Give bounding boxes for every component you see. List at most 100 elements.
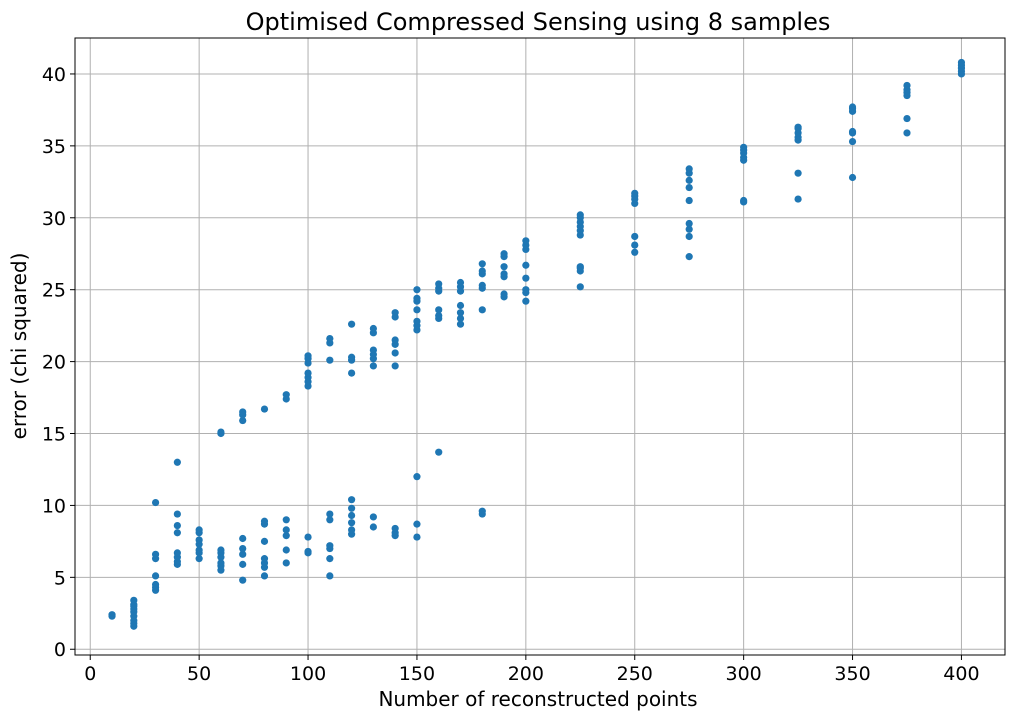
data-point (282, 559, 290, 567)
data-point (848, 103, 857, 111)
data-point (326, 555, 334, 563)
data-point (413, 473, 421, 481)
data-point (151, 580, 160, 589)
data-point (391, 524, 399, 533)
data-point (369, 513, 377, 521)
data-point (369, 346, 377, 354)
data-point (685, 225, 693, 233)
data-point (500, 250, 508, 258)
data-point (576, 263, 584, 271)
data-point (260, 537, 269, 545)
data-point (685, 183, 693, 192)
grid (75, 38, 1005, 655)
data-point (391, 336, 399, 344)
data-point (522, 237, 530, 245)
data-point (478, 281, 486, 289)
data-point (631, 189, 639, 197)
data-point (282, 391, 290, 399)
y-tick-label: 5 (54, 567, 66, 589)
data-point (348, 320, 356, 328)
data-point (326, 356, 334, 364)
data-point (685, 165, 693, 173)
data-point (631, 232, 639, 241)
data-point (740, 196, 748, 205)
data-point (151, 572, 160, 580)
data-point (304, 533, 312, 541)
data-point (685, 219, 693, 228)
data-point (631, 248, 639, 256)
data-point (478, 267, 486, 275)
data-point (522, 261, 530, 269)
data-point (151, 498, 160, 507)
y-tick-label: 25 (42, 280, 66, 302)
data-point (173, 521, 181, 530)
data-point (576, 211, 584, 219)
data-point (903, 81, 911, 90)
data-point (413, 286, 421, 294)
data-point (576, 283, 584, 291)
data-point (685, 253, 693, 261)
data-point (260, 555, 269, 563)
data-point (478, 260, 486, 268)
data-point (108, 611, 116, 619)
x-tick-label: 350 (834, 663, 870, 685)
data-point (173, 510, 181, 518)
data-point (348, 504, 356, 512)
data-point (260, 405, 269, 413)
data-point (326, 572, 334, 580)
x-axis-ticks: 0 50 100 150 200 250 300 350 400 (84, 655, 980, 685)
data-point (848, 137, 857, 146)
data-point (217, 559, 225, 567)
y-tick-label: 0 (54, 639, 66, 661)
data-point (740, 143, 748, 151)
data-point (260, 517, 269, 525)
x-axis-label: Number of reconstructed points (378, 687, 697, 711)
data-point (685, 232, 693, 241)
data-points (108, 58, 966, 630)
data-point (304, 352, 312, 360)
data-point (413, 520, 421, 528)
data-point (903, 129, 911, 137)
data-point (173, 458, 181, 466)
data-point (326, 542, 334, 550)
data-point (522, 297, 530, 305)
data-point (685, 196, 693, 205)
x-tick-label: 400 (943, 663, 979, 685)
chart-title: Optimised Compressed Sensing using 8 sam… (246, 8, 831, 36)
data-point (794, 195, 802, 203)
data-point (435, 311, 443, 320)
data-point (413, 317, 421, 325)
data-point (304, 547, 312, 556)
data-point (391, 309, 399, 317)
data-point (391, 362, 399, 370)
data-point (456, 278, 465, 287)
data-point (348, 496, 356, 504)
data-point (239, 544, 247, 553)
data-point (282, 532, 290, 540)
data-point (282, 516, 290, 524)
data-point (369, 324, 377, 333)
plot-frame (74, 37, 1006, 656)
data-point (326, 510, 334, 518)
data-point (195, 526, 203, 534)
data-point (239, 576, 247, 584)
data-point (413, 294, 421, 302)
data-point (304, 369, 312, 377)
data-point (195, 536, 203, 544)
data-point (130, 596, 138, 604)
x-tick-label: 200 (508, 663, 544, 685)
data-point (435, 280, 443, 288)
data-point (217, 546, 225, 554)
data-point (282, 546, 290, 554)
y-tick-label: 10 (42, 495, 66, 517)
data-point (348, 526, 356, 534)
data-point (413, 533, 421, 541)
x-tick-label: 0 (84, 663, 96, 685)
data-point (478, 306, 486, 314)
data-point (685, 176, 693, 184)
data-point (173, 549, 181, 557)
data-point (848, 173, 857, 182)
y-axis-label: error (chi squared) (7, 253, 31, 440)
data-point (369, 523, 377, 531)
x-tick-label: 300 (726, 663, 762, 685)
